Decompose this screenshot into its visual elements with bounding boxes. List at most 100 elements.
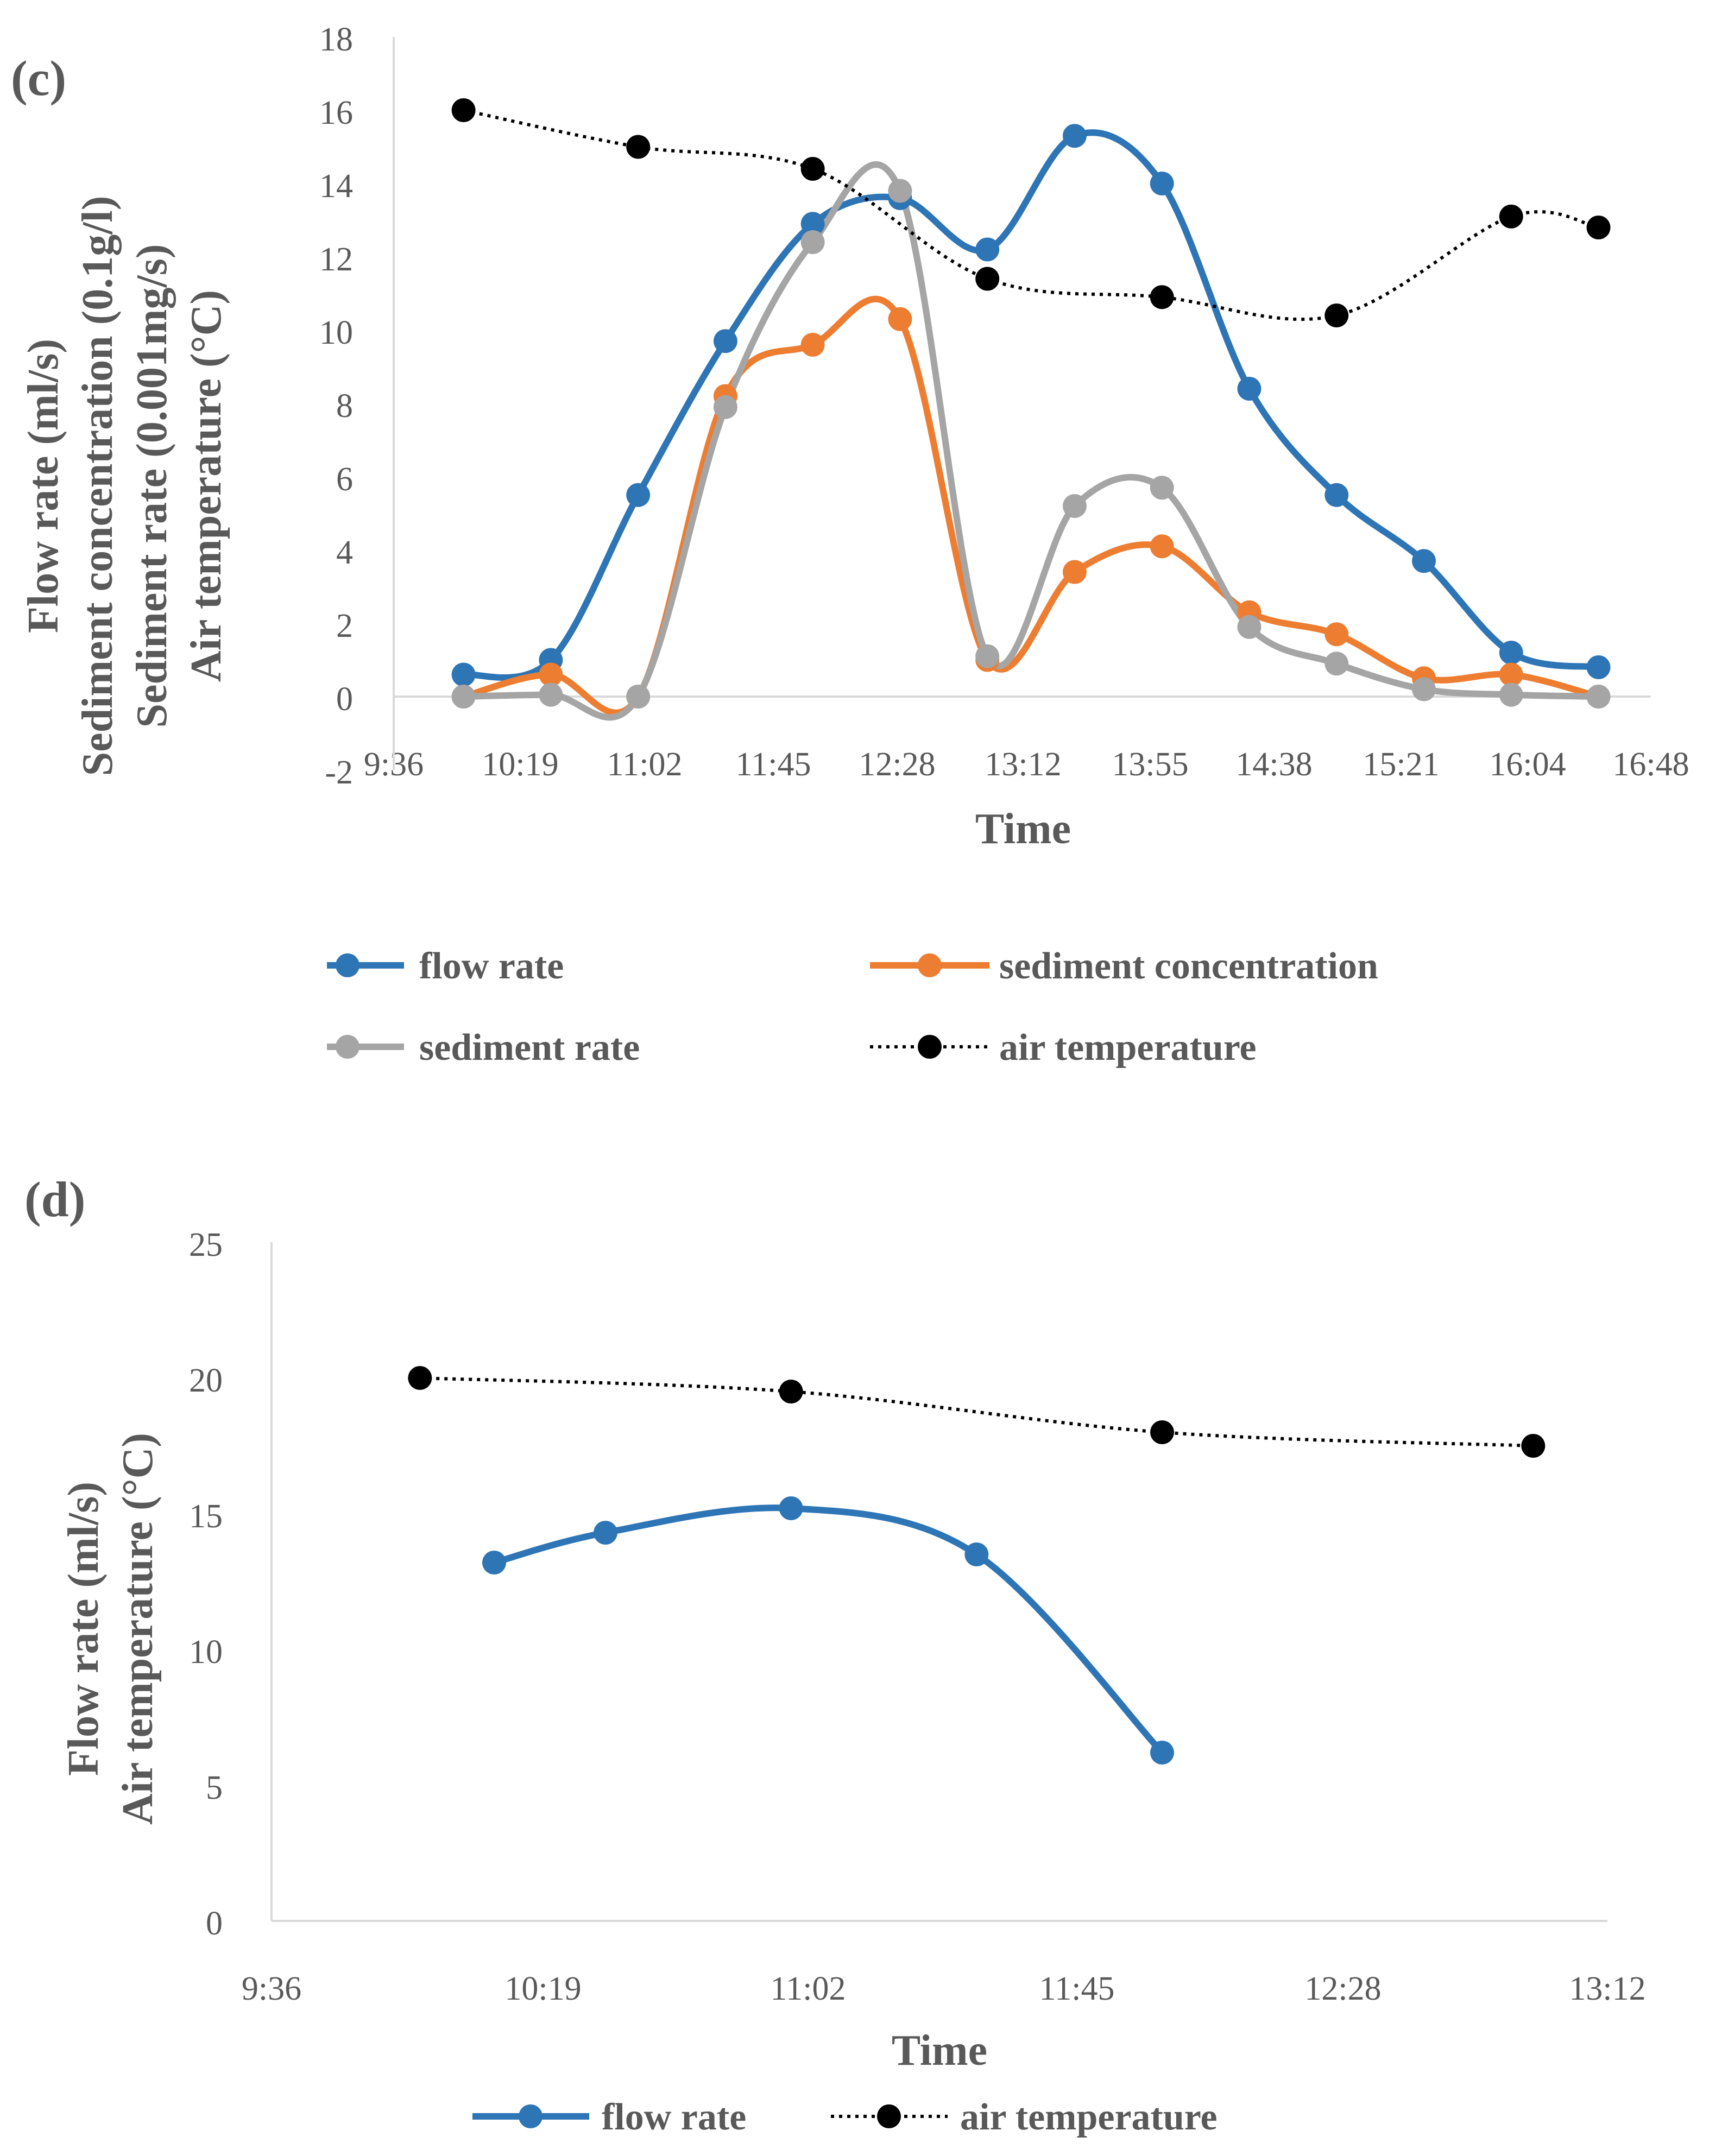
plot-area-c xyxy=(393,37,1651,770)
x-tick-label: 15:21 xyxy=(1363,746,1439,783)
data-point-air-temperature xyxy=(1499,204,1523,229)
data-point-flow-rate xyxy=(451,662,476,687)
legend-item-sediment-rate: sediment rate xyxy=(327,1027,640,1068)
legend-label: flow rate xyxy=(419,945,564,987)
y-tick-label: 0 xyxy=(336,681,353,718)
data-point-sediment-concentration xyxy=(1499,662,1523,687)
y-axis-title-line: Flow rate (ml/s) xyxy=(60,1482,108,1776)
legend-swatch-marker xyxy=(918,953,942,977)
x-tick-label: 13:12 xyxy=(1569,1970,1645,2007)
data-point-sediment-rate xyxy=(800,230,825,254)
data-point-flow-rate xyxy=(1324,483,1349,507)
y-tick-label: 6 xyxy=(336,461,353,498)
data-point-sediment-rate xyxy=(1499,682,1523,707)
data-point-sediment-rate xyxy=(1412,677,1436,701)
x-tick-label: 16:04 xyxy=(1489,746,1566,783)
legend-c: flow rate sediment concentration sedimen… xyxy=(327,945,1378,1068)
data-point-flow-rate xyxy=(1499,641,1523,665)
y-tick-labels-d: 0 5 10 15 20 25 xyxy=(189,1226,223,1942)
legend-swatch-marker xyxy=(336,953,359,977)
x-axis-title-d: Time xyxy=(892,2027,987,2075)
data-point-sediment-concentration xyxy=(800,333,825,357)
y-tick-label: 4 xyxy=(336,534,353,571)
y-tick-label: 10 xyxy=(319,314,353,351)
plot-area-d xyxy=(270,1242,1607,1922)
data-point-sediment-rate xyxy=(975,644,1000,668)
x-tick-label: 13:12 xyxy=(985,746,1061,783)
legend-label: sediment concentration xyxy=(999,945,1378,987)
data-point-air-temperature xyxy=(779,1380,803,1403)
panel-label-d: (d) xyxy=(24,1172,85,1227)
x-tick-label: 10:19 xyxy=(482,746,558,783)
legend-item-flow-rate: flow rate xyxy=(472,2096,746,2138)
data-point-air-temperature xyxy=(1150,285,1174,309)
data-point-air-temperature xyxy=(975,267,1000,291)
y-axis-title-d: Flow rate (ml/s) Air temperature (°C) xyxy=(60,1433,162,1825)
legend-label: flow rate xyxy=(602,2096,746,2138)
y-tick-label: 16 xyxy=(319,94,353,131)
data-point-flow-rate xyxy=(1150,1741,1174,1765)
y-tick-label: 18 xyxy=(319,21,353,58)
data-point-air-temperature xyxy=(1324,304,1349,327)
x-tick-label: 11:02 xyxy=(771,1970,846,2007)
x-tick-label: 14:38 xyxy=(1235,746,1312,783)
legend-swatch-marker xyxy=(519,2104,543,2128)
data-point-sediment-rate xyxy=(1324,652,1349,676)
legend-label: sediment rate xyxy=(419,1027,640,1068)
legend-item-sediment-concentration: sediment concentration xyxy=(870,945,1378,987)
y-tick-label: -2 xyxy=(325,754,353,791)
data-point-air-temperature xyxy=(1521,1434,1546,1458)
legend-label: air temperature xyxy=(999,1027,1257,1068)
data-point-sediment-concentration xyxy=(888,307,912,331)
data-point-sediment-rate xyxy=(1237,615,1261,639)
data-point-sediment-concentration xyxy=(1324,622,1349,647)
data-point-flow-rate xyxy=(1150,172,1174,195)
data-point-sediment-rate xyxy=(888,179,912,203)
y-axis-title-line: Air temperature (°C) xyxy=(182,290,230,682)
x-tick-label: 9:36 xyxy=(242,1970,301,2007)
panel-label-c: (c) xyxy=(11,50,66,106)
y-axis-title-c: Flow rate (ml/s) Sediment concentration … xyxy=(20,196,230,776)
data-point-sediment-rate xyxy=(713,395,737,419)
x-tick-label: 11:02 xyxy=(607,746,683,783)
y-tick-label: 25 xyxy=(189,1226,223,1263)
y-tick-label: 0 xyxy=(206,1905,223,1942)
legend-swatch-marker xyxy=(336,1035,359,1059)
x-tick-label: 12:28 xyxy=(1304,1970,1381,2007)
data-point-sediment-rate xyxy=(539,682,563,707)
x-tick-label: 12:28 xyxy=(859,746,935,783)
y-tick-label: 10 xyxy=(189,1634,223,1671)
x-axis-title-c: Time xyxy=(975,805,1071,853)
data-point-sediment-rate xyxy=(451,685,476,709)
data-point-air-temperature xyxy=(1150,1420,1174,1444)
data-point-sediment-rate xyxy=(1586,685,1611,709)
y-axis-title-line: Flow rate (ml/s) xyxy=(20,339,67,633)
data-point-sediment-rate xyxy=(1150,476,1174,500)
data-point-flow-rate xyxy=(482,1551,506,1575)
data-point-flow-rate xyxy=(1062,124,1087,148)
y-tick-label: 14 xyxy=(319,168,353,205)
y-axis-title-line: Sediment concentration (0.1g/l) xyxy=(74,196,122,776)
x-tick-labels-c: 9:36 10:19 11:02 11:45 12:28 13:12 13:55… xyxy=(364,746,1689,783)
series-line-air-temperature xyxy=(420,1376,1534,1447)
chart-panel-c: (c) Flow rate (ml/s) Sediment concentrat… xyxy=(11,21,1689,1068)
y-tick-label: 2 xyxy=(336,608,353,644)
data-point-flow-rate xyxy=(713,329,737,353)
legend-swatch-marker xyxy=(877,2104,901,2128)
y-axis-title-line: Air temperature (°C) xyxy=(114,1433,162,1825)
data-point-sediment-rate xyxy=(1062,494,1087,518)
data-point-flow-rate xyxy=(964,1542,989,1566)
data-point-sediment-concentration xyxy=(539,662,563,687)
x-tick-label: 13:55 xyxy=(1112,746,1188,783)
y-tick-labels-c: -2 0 2 4 6 8 10 12 14 16 18 xyxy=(319,21,353,791)
y-axis-title-line: Sediment rate (0.001mg/s) xyxy=(128,244,176,728)
y-tick-label: 8 xyxy=(336,388,353,425)
x-tick-labels-d: 9:36 10:19 11:02 11:45 12:28 13:12 xyxy=(242,1970,1646,2007)
series-line-flow-rate xyxy=(463,129,1599,681)
series-line-air-temperature xyxy=(463,109,1599,321)
x-tick-label: 10:19 xyxy=(504,1970,581,2007)
y-tick-label: 20 xyxy=(189,1362,223,1399)
data-point-flow-rate xyxy=(1237,377,1261,401)
